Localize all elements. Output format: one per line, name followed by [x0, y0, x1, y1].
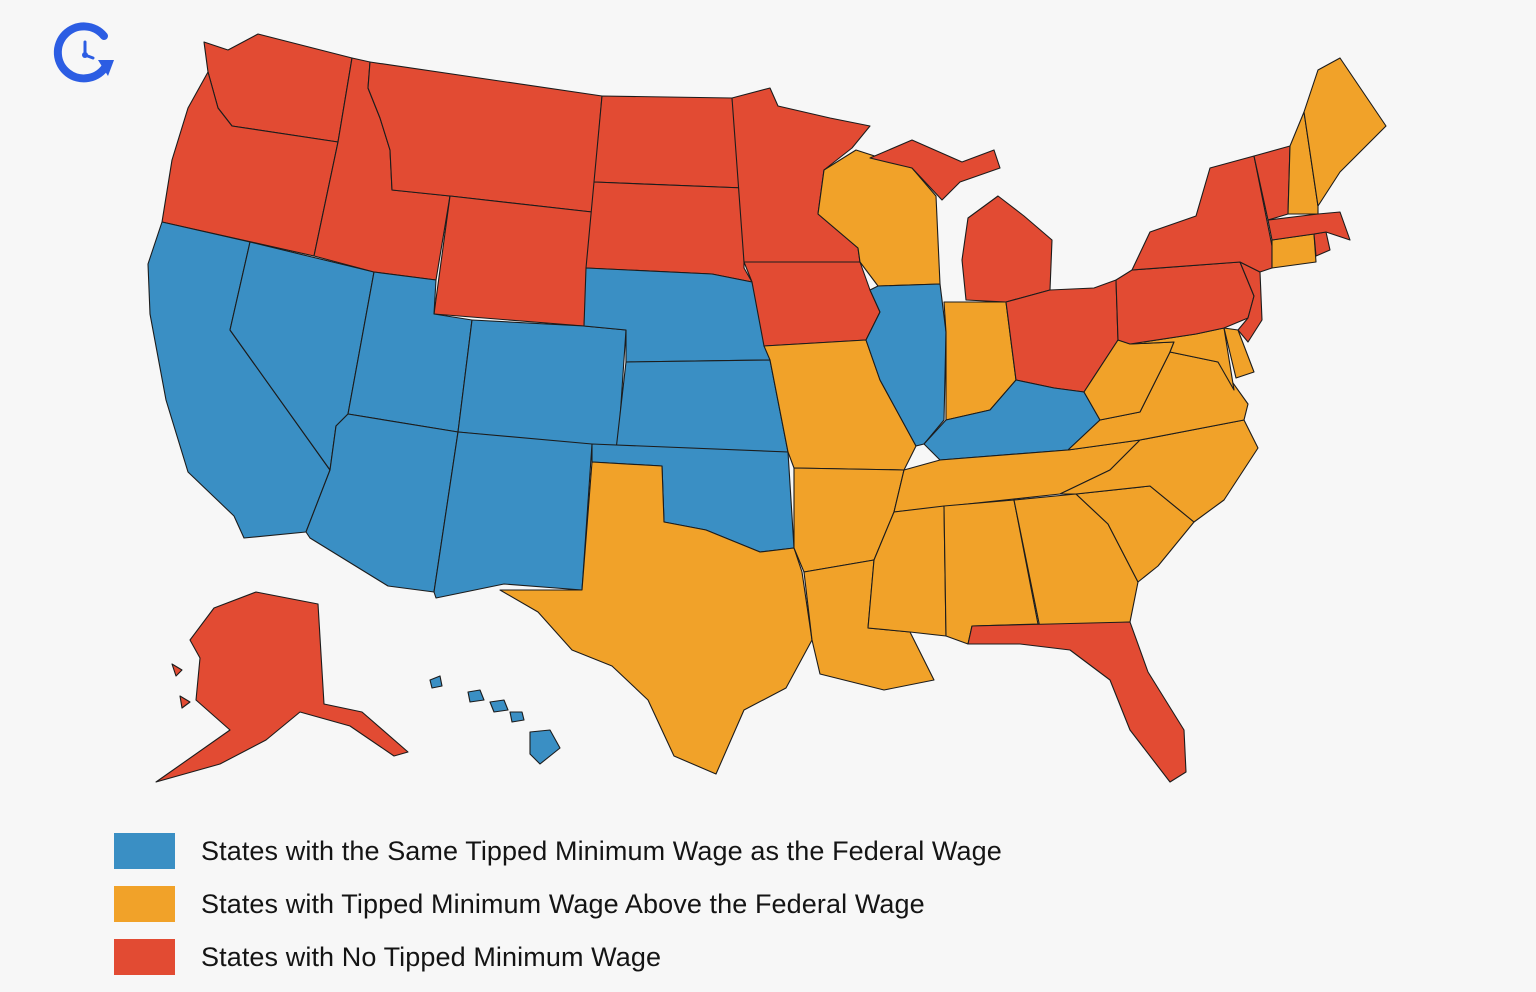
state-NH [1287, 111, 1319, 215]
state-NY [1131, 155, 1273, 273]
legend-item-none: States with No Tipped Minimum Wage [114, 939, 1002, 975]
state-RI [1313, 231, 1331, 257]
state-AK [155, 591, 409, 783]
state-TX [499, 461, 813, 775]
state-FL [967, 621, 1187, 783]
state-IA [743, 261, 881, 347]
brand-logo [52, 22, 118, 84]
legend-item-same: States with the Same Tipped Minimum Wage… [114, 833, 1002, 869]
legend-swatch-above [114, 886, 175, 922]
state-NM [433, 431, 593, 599]
state-CO [457, 319, 627, 449]
state-ME [1303, 57, 1387, 207]
legend-item-above: States with Tipped Minimum Wage Above th… [114, 886, 1002, 922]
state-HI [429, 675, 561, 765]
map-legend: States with the Same Tipped Minimum Wage… [114, 833, 1002, 992]
state-MA [1267, 211, 1351, 241]
state-WY [433, 195, 593, 327]
us-states-map [147, 33, 1387, 783]
state-KS [615, 359, 789, 453]
legend-swatch-none [114, 939, 175, 975]
legend-label-above: States with Tipped Minimum Wage Above th… [201, 888, 925, 919]
state-SD [585, 181, 753, 283]
legend-label-none: States with No Tipped Minimum Wage [201, 941, 662, 972]
state-ND [593, 95, 745, 189]
clock-arrow-icon [53, 22, 114, 83]
legend-swatch-same [114, 833, 175, 869]
state-DE [1223, 327, 1255, 379]
legend-label-same: States with the Same Tipped Minimum Wage… [201, 835, 1002, 866]
state-MT [367, 61, 603, 213]
state-NJ [1237, 261, 1263, 343]
state-NC [1059, 419, 1259, 523]
